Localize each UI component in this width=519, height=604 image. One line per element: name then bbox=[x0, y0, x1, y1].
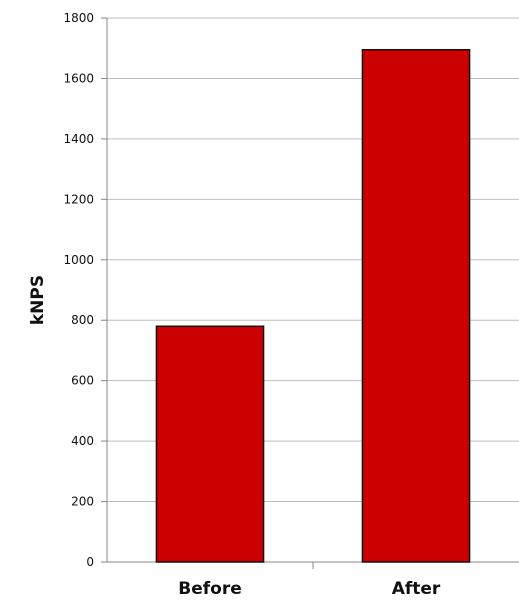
y-tick-labels: 0 200 400 600 800 1000 1200 1400 1600 1800 bbox=[63, 11, 94, 569]
y-tick-label: 200 bbox=[71, 495, 94, 509]
x-tick-label: After bbox=[392, 579, 441, 599]
y-tick-label: 1800 bbox=[63, 11, 94, 25]
y-tick-label: 1600 bbox=[63, 71, 94, 85]
bar-before bbox=[155, 325, 265, 563]
y-tick-label: 600 bbox=[71, 374, 94, 388]
y-tick-label: 1200 bbox=[63, 192, 94, 206]
bar-after bbox=[361, 48, 471, 563]
x-tick-labels: Before After bbox=[178, 579, 441, 599]
bars bbox=[155, 48, 471, 563]
x-tick-label: Before bbox=[178, 579, 241, 599]
y-tick-label: 1000 bbox=[63, 253, 94, 267]
y-tick-label: 0 bbox=[86, 555, 94, 569]
y-tick-label: 400 bbox=[71, 434, 94, 448]
y-axis-title: kNPS bbox=[28, 275, 48, 325]
y-tick-label: 1400 bbox=[63, 132, 94, 146]
y-tick-label: 800 bbox=[71, 313, 94, 327]
